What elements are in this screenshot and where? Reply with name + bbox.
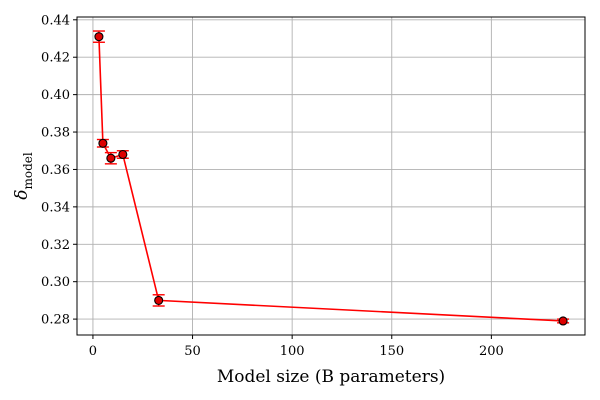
data-point bbox=[106, 153, 116, 163]
plot-frame bbox=[76, 16, 586, 336]
y-tick-label: 0.32 bbox=[41, 238, 70, 253]
x-tick-label: 0 bbox=[89, 344, 97, 359]
y-axis-label: δmodel bbox=[12, 152, 35, 200]
y-tick-label: 0.36 bbox=[41, 163, 70, 178]
y-axis-label-sub: model bbox=[21, 152, 35, 189]
x-tick-label: 50 bbox=[184, 344, 201, 359]
x-tick-label: 100 bbox=[280, 344, 305, 359]
error-bars bbox=[92, 30, 570, 324]
series-line bbox=[98, 36, 564, 322]
data-point bbox=[558, 316, 568, 326]
data-point bbox=[98, 138, 108, 148]
x-tick-label: 150 bbox=[379, 344, 404, 359]
y-tick-label: 0.40 bbox=[41, 88, 70, 103]
y-tick-label: 0.30 bbox=[41, 275, 70, 290]
y-tick-label: 0.28 bbox=[41, 313, 70, 328]
x-axis-ticks: 0 50 100 150 200 bbox=[89, 335, 504, 359]
x-axis-label: Model size (B parameters) bbox=[217, 367, 445, 387]
y-tick-label: 0.34 bbox=[41, 200, 70, 215]
data-markers bbox=[94, 32, 568, 326]
y-axis-label-main: δ bbox=[12, 189, 32, 199]
data-point bbox=[94, 32, 104, 42]
y-axis-ticks: 0.28 0.30 0.32 0.34 0.36 0.38 0.40 0.42 0.44 bbox=[41, 13, 77, 328]
y-tick-label: 0.42 bbox=[41, 51, 70, 66]
data-point bbox=[118, 149, 128, 160]
y-tick-label: 0.44 bbox=[41, 13, 70, 28]
data-point bbox=[154, 295, 164, 305]
x-tick-label: 200 bbox=[479, 344, 504, 359]
y-tick-label: 0.38 bbox=[41, 126, 70, 141]
grid bbox=[77, 17, 585, 335]
series-polyline bbox=[98, 36, 564, 322]
